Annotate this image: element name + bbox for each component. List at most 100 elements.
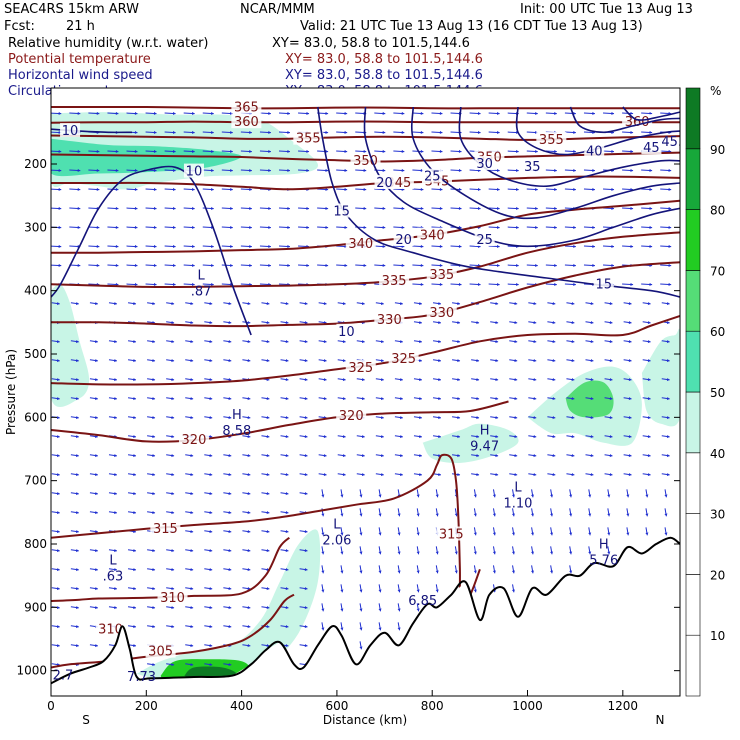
wind-vector xyxy=(242,302,251,306)
wind-vector xyxy=(127,625,137,629)
wind-vector xyxy=(70,492,79,496)
theta-label: 350 xyxy=(353,154,378,169)
wind-contour-30 xyxy=(458,106,680,188)
wind-vector xyxy=(566,378,575,382)
theta-label: 340 xyxy=(420,229,445,244)
wind-vector xyxy=(492,527,496,536)
theta-contour-305 xyxy=(51,593,295,669)
wind-vector xyxy=(507,168,519,173)
wind-vector xyxy=(147,416,156,420)
wind-vector xyxy=(490,359,499,363)
wind-vector xyxy=(164,263,176,268)
x-tick-label: 200 xyxy=(135,699,158,713)
wind-vector xyxy=(70,644,79,648)
wind-vector xyxy=(416,489,420,498)
header: SEAC4RS 15km ARW NCAR/MMM Init: 00 UTC T… xyxy=(4,2,693,34)
wind-vector xyxy=(299,302,308,306)
wind-vector xyxy=(340,527,344,536)
wind-vector xyxy=(661,340,670,344)
wind-vector xyxy=(336,263,348,268)
wind-vector xyxy=(51,530,60,534)
wind-vector xyxy=(642,321,651,325)
wind-vector xyxy=(604,416,613,420)
wind-vector xyxy=(642,359,651,363)
wind-vector xyxy=(259,149,271,154)
x-axis-title: Distance (km) xyxy=(323,713,407,727)
wind-vector xyxy=(432,302,442,306)
wind-vector xyxy=(51,454,60,458)
wind-vector xyxy=(318,340,327,344)
wind-vector xyxy=(147,606,156,610)
wind-vector xyxy=(223,340,232,344)
wind-vector xyxy=(259,244,271,249)
wind-vector xyxy=(452,435,461,439)
wind-vector xyxy=(641,130,653,135)
theta-label: 355 xyxy=(539,133,564,148)
wind-vector xyxy=(569,546,573,555)
wind-vector xyxy=(164,149,176,154)
wind-vector xyxy=(374,225,386,230)
wind-vector xyxy=(145,206,157,211)
wind-vector xyxy=(185,549,194,553)
wind-vector xyxy=(166,435,175,439)
wind-vector xyxy=(452,397,461,401)
wind-vector xyxy=(107,149,119,154)
wind-vector xyxy=(509,473,518,477)
wind-vector xyxy=(622,149,634,154)
wind-vector xyxy=(298,168,310,173)
wind-vector xyxy=(412,244,424,249)
wind-vector xyxy=(547,473,556,477)
wind-vector xyxy=(70,454,79,458)
wind-vector xyxy=(393,206,405,211)
wind-vector xyxy=(356,397,365,401)
wind-vector xyxy=(547,454,556,458)
rh-region xyxy=(136,529,321,679)
wind-vector xyxy=(127,511,137,515)
endpoint-right: N xyxy=(656,713,665,727)
wind-vector xyxy=(147,663,156,667)
wind-vector xyxy=(374,130,386,135)
wind-vector xyxy=(127,587,137,591)
wind-vector xyxy=(240,187,252,192)
wind-vector xyxy=(70,359,79,363)
theta-label: 360 xyxy=(234,115,259,130)
colorbar-swatch xyxy=(685,148,701,210)
wind-vector xyxy=(564,187,576,192)
wind-vector xyxy=(108,454,117,458)
wind-vector xyxy=(240,225,252,230)
wind-vector xyxy=(490,378,499,382)
wind-vector xyxy=(51,187,62,192)
wind-vector xyxy=(378,565,382,574)
wind-vector xyxy=(583,263,595,268)
wind-vector xyxy=(242,587,251,591)
theta-contour-310 xyxy=(51,536,291,602)
colorbar-swatch xyxy=(685,330,701,393)
wind-vector xyxy=(299,435,308,439)
y-tick-label: 200 xyxy=(24,157,47,171)
wind-vector xyxy=(70,568,79,572)
extremum-kind: L xyxy=(514,481,522,496)
wind-vector xyxy=(431,149,443,154)
wind-vector xyxy=(261,416,270,420)
colorbar-label: 30 xyxy=(710,508,725,522)
wind-vector xyxy=(204,511,213,515)
wind-vector xyxy=(299,530,308,534)
wind-vector xyxy=(89,530,98,534)
wind-vector xyxy=(183,206,195,211)
wind-vector xyxy=(394,340,403,344)
wind-vector xyxy=(393,263,405,268)
wind-vector xyxy=(492,546,496,555)
wind-vector xyxy=(488,244,500,249)
field-xy: XY= 83.0, 58.8 to 101.5,144.6 xyxy=(272,36,470,51)
wind-vector xyxy=(164,282,176,287)
wind-vector xyxy=(490,416,499,420)
wind-vector xyxy=(471,473,480,477)
wind-vector xyxy=(223,473,232,477)
wind-vector xyxy=(89,397,98,401)
wind-vector xyxy=(204,606,213,610)
wind-vector xyxy=(375,473,384,477)
wind-vector xyxy=(166,397,175,401)
wind-vector xyxy=(88,168,100,173)
wind-vector xyxy=(299,587,308,591)
